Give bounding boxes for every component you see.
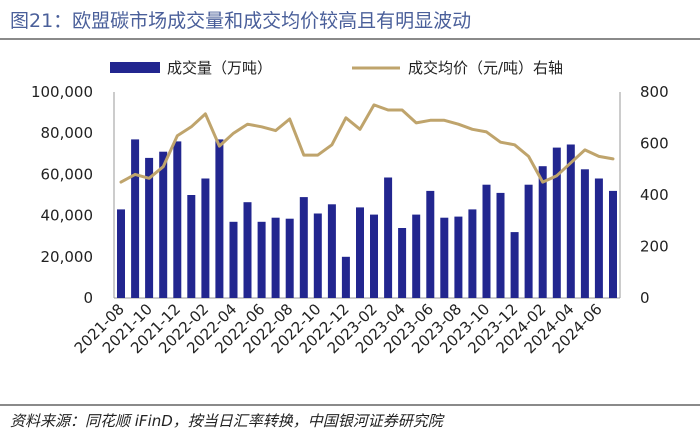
bar	[173, 141, 182, 298]
bar	[566, 144, 575, 298]
bar	[496, 192, 505, 298]
right-tick-label: 800	[640, 83, 669, 101]
left-tick-label: 100,000	[31, 83, 93, 101]
bar	[299, 197, 308, 298]
bar	[341, 256, 350, 298]
bar	[552, 147, 561, 298]
source-divider	[0, 404, 700, 406]
left-tick-label: 40,000	[41, 207, 94, 225]
bar	[201, 178, 210, 298]
bar	[426, 190, 435, 298]
bar	[187, 195, 196, 298]
bar	[215, 139, 224, 298]
left-tick-label: 20,000	[41, 248, 94, 266]
bar	[285, 218, 294, 298]
bar	[145, 157, 154, 298]
left-tick-label: 80,000	[41, 124, 94, 142]
bar	[117, 209, 125, 298]
bar	[229, 221, 238, 298]
bar	[313, 213, 322, 298]
price-line	[119, 103, 615, 184]
source-note: 资料来源：同花顺 iFinD，按当日汇率转换，中国银河证券研究院	[10, 412, 443, 430]
bar	[412, 214, 421, 298]
bar	[468, 209, 477, 298]
bar	[243, 202, 252, 298]
line-series	[119, 103, 615, 184]
bar	[271, 217, 280, 298]
left-tick-label: 0	[83, 289, 93, 307]
right-tick-label: 600	[640, 135, 669, 153]
legend-line-label: 成交均价（元/吨）右轴	[408, 59, 563, 77]
bar	[384, 177, 393, 298]
bar-series	[117, 139, 617, 299]
bar	[159, 151, 168, 298]
bar	[594, 178, 603, 298]
right-tick-label: 200	[640, 238, 669, 256]
bar	[257, 221, 266, 298]
bar	[580, 169, 589, 299]
bar	[356, 207, 364, 298]
right-tick-label: 400	[640, 186, 669, 204]
bar	[131, 139, 140, 298]
bar	[609, 190, 617, 298]
bar	[454, 216, 463, 298]
legend-bar-swatch	[110, 62, 160, 73]
bar	[440, 217, 449, 298]
title-divider	[0, 38, 700, 40]
bar	[524, 184, 533, 298]
bar	[370, 214, 378, 298]
chart: 0 20,000 40,000 60,000 80,000 100,000 0 200 400 6…	[31, 59, 669, 357]
right-tick-label: 0	[640, 289, 650, 307]
bar	[510, 232, 519, 298]
legend: 成交量（万吨） 成交均价（元/吨）右轴	[110, 59, 563, 77]
bar	[538, 166, 547, 298]
chart-title: 图21：欧盟碳市场成交量和成交均价较高且有明显波动	[10, 10, 472, 32]
bar	[398, 228, 407, 298]
axes	[113, 92, 621, 299]
legend-bar-label: 成交量（万吨）	[167, 59, 272, 77]
bar	[482, 184, 491, 298]
bar	[327, 204, 336, 298]
left-tick-label: 60,000	[41, 165, 94, 183]
